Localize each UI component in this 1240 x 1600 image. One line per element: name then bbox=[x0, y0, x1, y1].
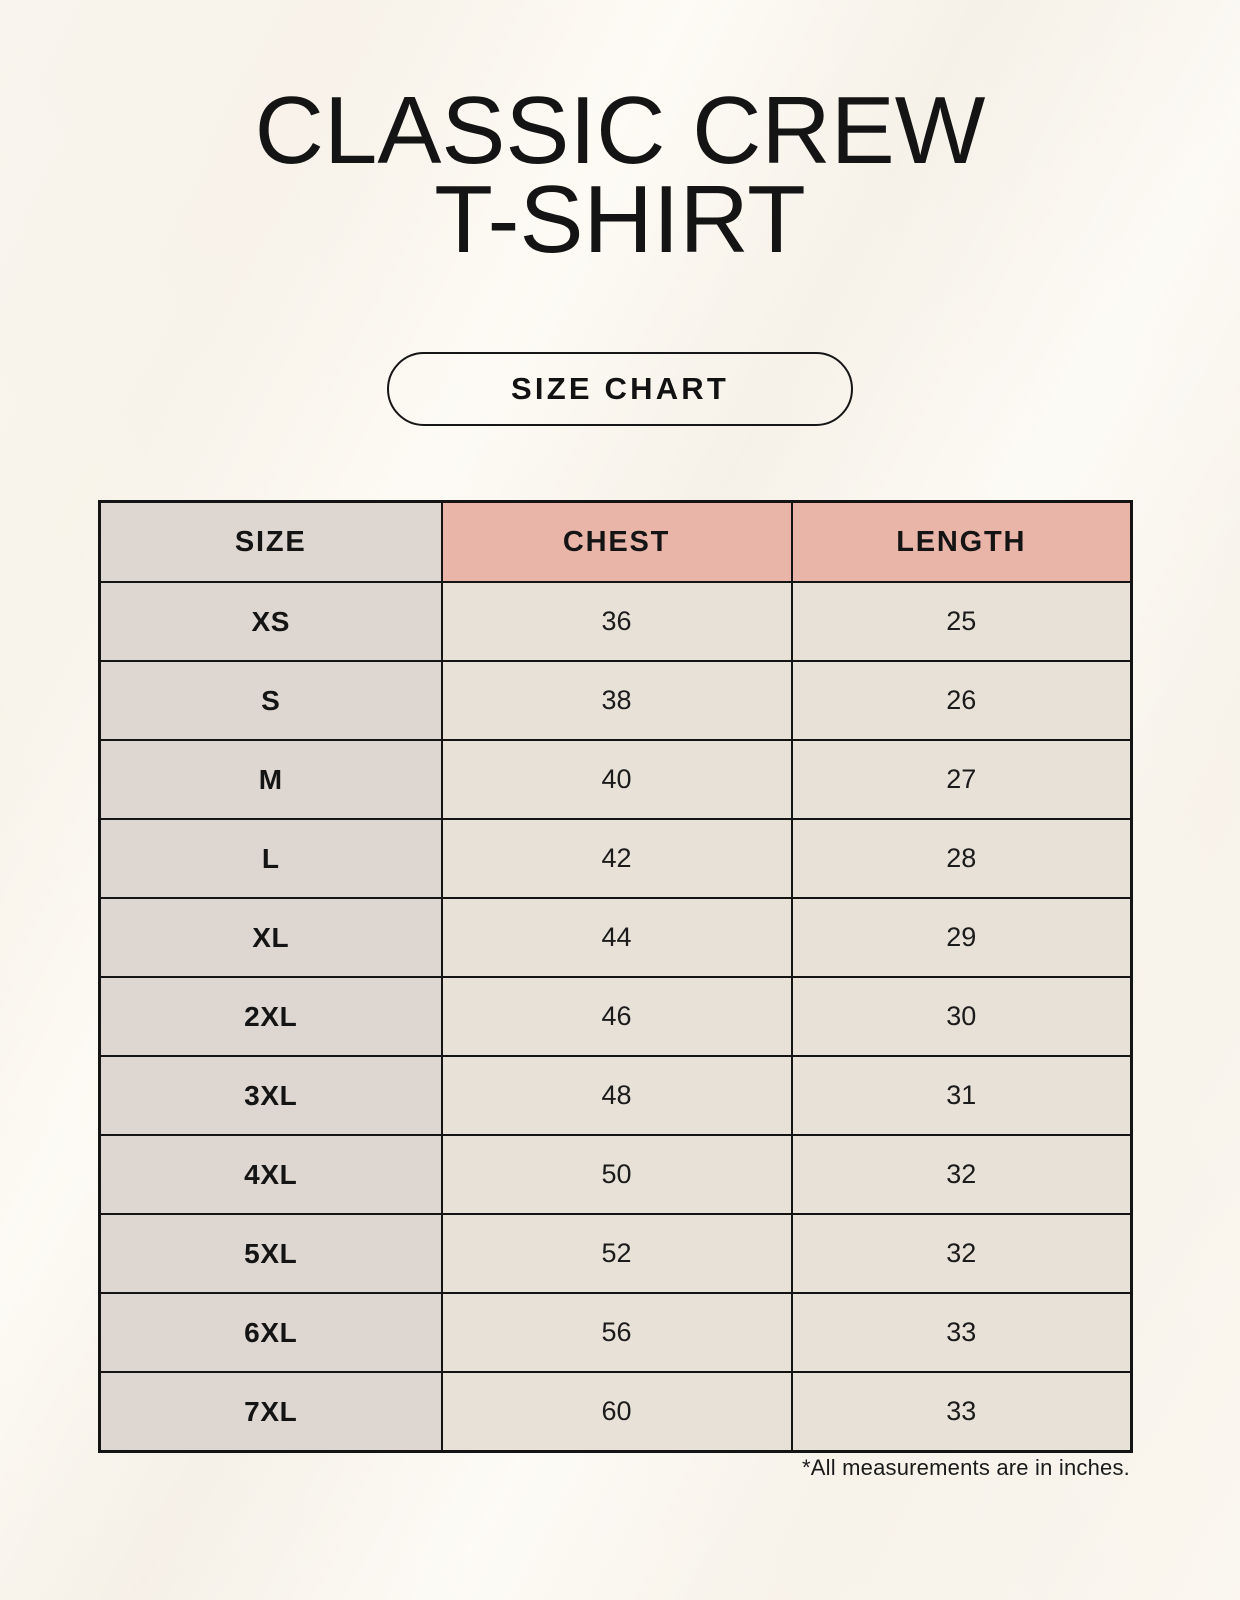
measurement-footnote: *All measurements are in inches. bbox=[802, 1455, 1130, 1480]
cell-length: 28 bbox=[790, 818, 1133, 899]
cell-chest: 60 bbox=[440, 1371, 793, 1453]
size-table: SIZE CHEST LENGTH XS 36 25 S 38 26 M bbox=[98, 500, 1133, 1453]
cell-chest: 50 bbox=[440, 1134, 793, 1215]
cell-size: XL bbox=[98, 897, 443, 978]
cell-chest: 42 bbox=[440, 818, 793, 899]
table-row: M 40 27 bbox=[98, 739, 1133, 820]
cell-chest: 56 bbox=[440, 1292, 793, 1373]
table-row: 5XL 52 32 bbox=[98, 1213, 1133, 1294]
column-header-length: LENGTH bbox=[790, 500, 1133, 583]
cell-length: 31 bbox=[790, 1055, 1133, 1136]
cell-size: 2XL bbox=[98, 976, 443, 1057]
cell-length: 30 bbox=[790, 976, 1133, 1057]
column-header-chest: CHEST bbox=[440, 500, 793, 583]
cell-size: 3XL bbox=[98, 1055, 443, 1136]
cell-chest: 36 bbox=[440, 581, 793, 662]
cell-length: 33 bbox=[790, 1292, 1133, 1373]
table-row: XL 44 29 bbox=[98, 897, 1133, 978]
column-header-size: SIZE bbox=[98, 500, 443, 583]
cell-chest: 38 bbox=[440, 660, 793, 741]
cell-chest: 44 bbox=[440, 897, 793, 978]
cell-length: 27 bbox=[790, 739, 1133, 820]
size-chart-badge: SIZE CHART bbox=[387, 352, 853, 426]
cell-length: 29 bbox=[790, 897, 1133, 978]
table-row: 2XL 46 30 bbox=[98, 976, 1133, 1057]
table-row: 6XL 56 33 bbox=[98, 1292, 1133, 1373]
cell-chest: 40 bbox=[440, 739, 793, 820]
table-header-row: SIZE CHEST LENGTH bbox=[98, 500, 1133, 583]
table-row: S 38 26 bbox=[98, 660, 1133, 741]
cell-chest: 48 bbox=[440, 1055, 793, 1136]
cell-length: 25 bbox=[790, 581, 1133, 662]
size-table-head: SIZE CHEST LENGTH bbox=[98, 500, 1133, 583]
cell-length: 26 bbox=[790, 660, 1133, 741]
table-row: 7XL 60 33 bbox=[98, 1371, 1133, 1453]
cell-size: 4XL bbox=[98, 1134, 443, 1215]
table-row: 3XL 48 31 bbox=[98, 1055, 1133, 1136]
cell-chest: 52 bbox=[440, 1213, 793, 1294]
page-title: CLASSIC CREW T-SHIRT bbox=[0, 77, 1240, 274]
cell-size: S bbox=[98, 660, 443, 741]
cell-size: M bbox=[98, 739, 443, 820]
cell-size: XS bbox=[98, 581, 443, 662]
page-title-line-2: T-SHIRT bbox=[434, 166, 806, 274]
cell-length: 33 bbox=[790, 1371, 1133, 1453]
size-table-container: SIZE CHEST LENGTH XS 36 25 S 38 26 M bbox=[98, 500, 1133, 1453]
cell-size: 7XL bbox=[98, 1371, 443, 1453]
cell-size: 5XL bbox=[98, 1213, 443, 1294]
table-row: XS 36 25 bbox=[98, 581, 1133, 662]
size-chart-badge-container: SIZE CHART bbox=[0, 352, 1240, 426]
cell-size: L bbox=[98, 818, 443, 899]
page-title-line-1: CLASSIC CREW bbox=[254, 77, 986, 184]
cell-chest: 46 bbox=[440, 976, 793, 1057]
cell-length: 32 bbox=[790, 1134, 1133, 1215]
table-row: 4XL 50 32 bbox=[98, 1134, 1133, 1215]
size-table-body: XS 36 25 S 38 26 M 40 27 L 42 28 bbox=[98, 581, 1133, 1453]
table-row: L 42 28 bbox=[98, 818, 1133, 899]
cell-size: 6XL bbox=[98, 1292, 443, 1373]
cell-length: 32 bbox=[790, 1213, 1133, 1294]
